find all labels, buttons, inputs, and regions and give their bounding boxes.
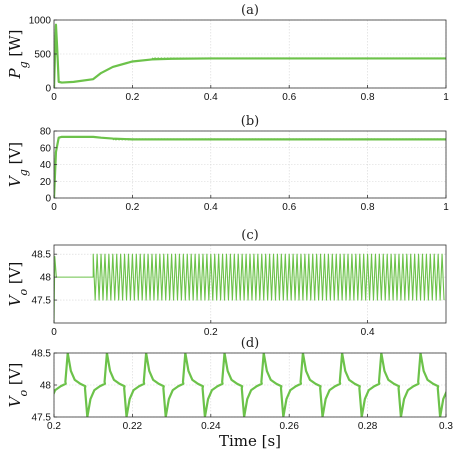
x-tick-label: 0.2 [125,202,139,213]
x-tick-label: 0.8 [361,202,375,213]
x-axis-label: Time [s] [219,432,281,450]
panel-title: (c) [241,228,258,243]
y-tick-label: 1000 [29,16,52,27]
y-tick-label: 60 [40,143,52,154]
panel-title: (b) [241,114,259,129]
series-line [54,253,445,323]
series-line [54,135,446,198]
y-tick-label: 80 [40,127,52,138]
x-tick-label: 0.4 [204,92,218,103]
x-tick-label: 0 [51,202,57,213]
x-tick-label: 0.4 [361,327,375,338]
panel-title: (d) [241,336,259,351]
y-tick-label: 40 [40,160,52,171]
y-tick-label: 20 [40,177,52,188]
series-line [54,353,446,417]
y-axis-label: Vg [V] [6,142,30,187]
y-tick-label: 47.5 [32,296,52,307]
x-tick-label: 0.6 [282,92,296,103]
panel-b: (b) 0 0.2 0.4 0.6 0.8 1 0 20 40 60 80 Vg [V] [6,114,449,213]
x-tick-label: 1 [443,92,449,103]
x-tick-label: 1 [443,202,449,213]
panel-a: (a) 0 0.2 0.4 0.6 0.8 1 0 500 1000 Pg [W] [6,3,449,103]
y-tick-label: 500 [34,50,51,61]
x-tick-label: 0.6 [282,202,296,213]
plot-frame [53,244,447,324]
x-tick-label: 0.26 [279,421,299,432]
y-tick-label: 0 [45,194,51,205]
x-tick-label: 0.8 [361,92,375,103]
x-tick-label: 0.24 [201,421,221,432]
panel-c: (c) 0 0.2 0.4 47.5 48 48.5Vo [V] [6,228,447,338]
x-tick-label: 0.2 [204,327,218,338]
y-tick-label: 48.5 [32,349,52,360]
x-tick-label: 0.3 [439,421,453,432]
x-tick-label: 0 [51,327,57,338]
series-ripple [151,57,446,60]
x-tick-label: 0 [51,92,57,103]
x-tick-label: 0.22 [123,421,143,432]
x-tick-label: 0.2 [47,421,61,432]
y-tick-label: 48.5 [32,250,52,261]
y-axis-label: Vo [V] [6,262,30,307]
y-axis-label: Vo [V] [6,363,30,408]
y-tick-label: 48 [40,381,52,392]
y-axis-label: Pg [W] [6,29,30,79]
x-tick-label: 0.28 [358,421,378,432]
x-tick-label: 0.4 [204,202,218,213]
series-ripple [112,138,446,141]
y-tick-label: 48 [40,273,52,284]
panel-title: (a) [241,3,259,18]
series-line [54,23,446,88]
x-tick-label: 0.2 [125,92,139,103]
y-tick-label: 0 [45,84,51,95]
y-tick-label: 47.5 [32,413,52,424]
panel-d: (d) 0.2 0.22 0.24 0.26 0.28 0.3 47.5 48 48.5Vo [V… [6,336,453,450]
